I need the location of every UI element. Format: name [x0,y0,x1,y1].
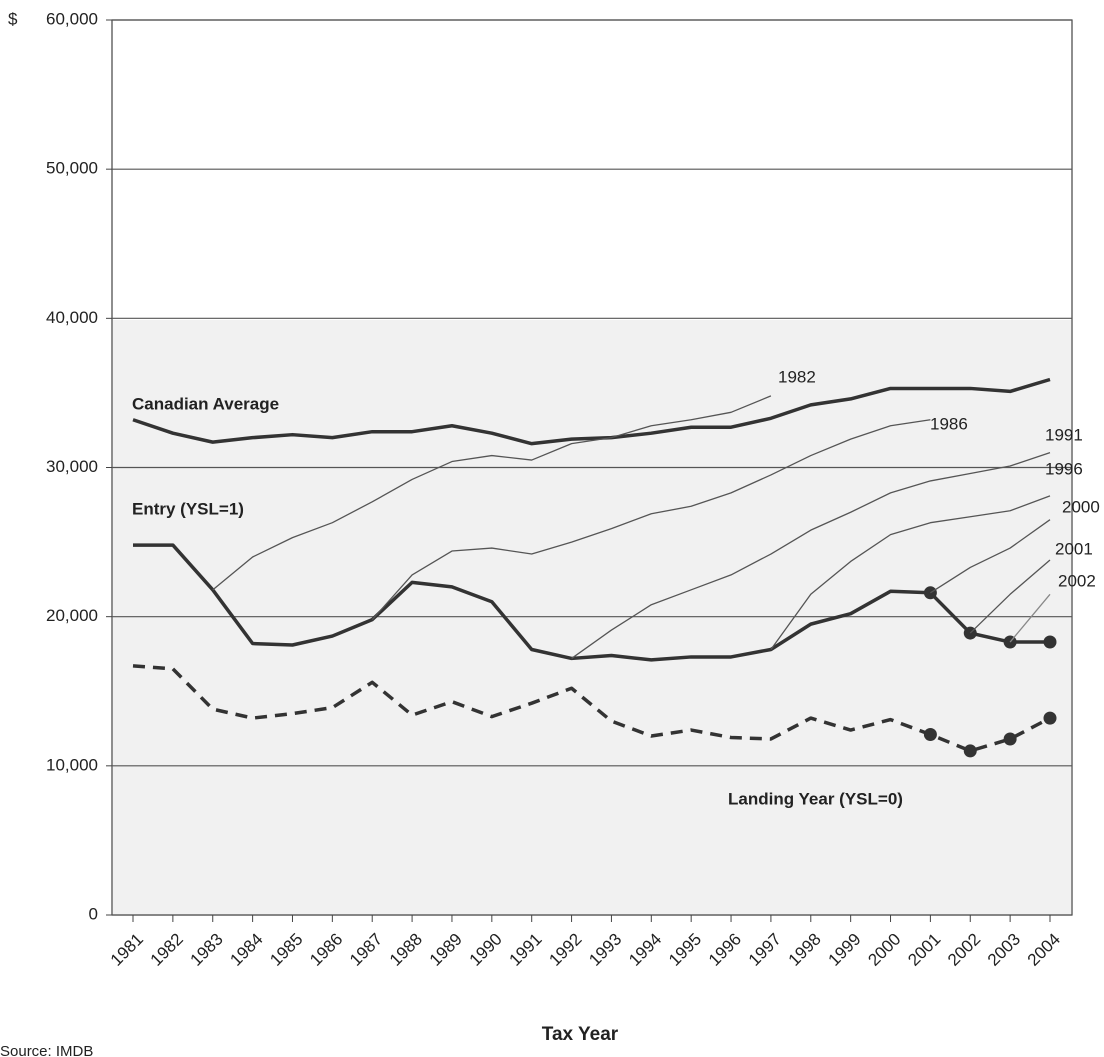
x-tick-label: 1998 [785,930,825,970]
source-note: Source: IMDB [0,1043,93,1057]
series-label: 1996 [1045,459,1083,478]
series-line [212,395,772,591]
y-tick-label: 20,000 [46,606,98,625]
x-tick-label: 1986 [306,930,346,970]
x-tick-label: 2004 [1024,930,1064,970]
series-line [930,519,1051,594]
series-label: Canadian Average [132,394,279,413]
series-label: 2002 [1058,571,1096,590]
data-point [923,728,937,742]
series-line [969,559,1051,634]
x-tick-label: 1988 [386,930,426,970]
x-axis-title: Tax Year [542,1024,619,1045]
series-label: 2000 [1062,497,1100,516]
y-tick-label: 40,000 [46,308,98,327]
x-tick-label: 1991 [506,930,546,970]
data-point [1043,635,1057,649]
y-tick-label: 60,000 [46,9,98,28]
x-tick-label: 1987 [346,930,386,970]
x-tick-label: 2001 [904,930,944,970]
x-tick-label: 1985 [266,930,306,970]
y-tick-label: 0 [89,904,98,923]
series-line [132,377,1051,446]
x-tick-label: 1984 [226,930,266,970]
x-tick-label: 1982 [147,930,187,970]
x-tick-label: 2002 [944,930,984,970]
x-tick-label: 1994 [625,930,665,970]
x-tick-label: 1993 [585,930,625,970]
series-label: 1991 [1045,425,1083,444]
series-label: Landing Year (YSL=0) [728,789,903,808]
series-label: 1982 [778,367,816,386]
x-tick-label: 2000 [864,930,904,970]
x-tick-label: 1996 [705,930,745,970]
y-tick-label: 50,000 [46,159,98,178]
series-label: Entry (YSL=1) [132,499,244,518]
series-line [1009,593,1051,643]
series-line [770,495,1051,650]
series-line [133,543,1050,662]
data-point [963,744,977,758]
series-line [571,451,1051,659]
series-line [132,664,1051,753]
data-point [1003,732,1017,746]
series-line [371,419,931,621]
x-tick-label: 1997 [745,930,785,970]
data-point [1043,711,1057,725]
x-tick-label: 1981 [107,930,147,970]
x-tick-label: 1989 [426,930,466,970]
x-tick-label: 1999 [824,930,864,970]
y-tick-label: 30,000 [46,457,98,476]
x-tick-label: 1990 [466,930,506,970]
series-label: 2001 [1055,539,1093,558]
x-tick-label: 2003 [984,930,1024,970]
y-unit: $ [8,9,18,28]
y-tick-label: 10,000 [46,755,98,774]
x-tick-label: 1992 [545,930,585,970]
x-tick-label: 1995 [665,930,705,970]
x-tick-label: 1983 [187,930,227,970]
series-label: 1986 [930,414,968,433]
